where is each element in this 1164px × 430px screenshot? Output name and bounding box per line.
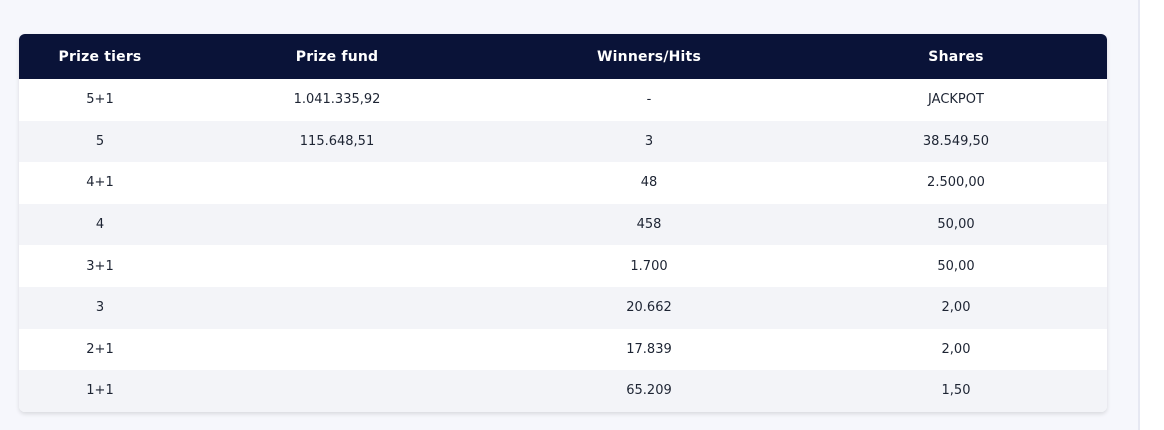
cell-winners: 20.662 [493,286,805,329]
table-row: 3+1 1.700 50,00 [19,245,1107,287]
table-row: 2+1 17.839 2,00 [19,328,1107,371]
table-header: Prize tiers Prize fund Winners/Hits Shar… [19,34,1107,79]
prize-breakdown-table: Prize tiers Prize fund Winners/Hits Shar… [19,34,1107,412]
cell-prize-tier: 4+1 [19,162,181,204]
table-row: 5 115.648,51 3 38.549,50 [19,120,1107,163]
cell-prize-fund [181,286,493,329]
table-row: 3 20.662 2,00 [19,286,1107,329]
cell-shares: 2.500,00 [805,162,1107,204]
cell-winners: 17.839 [493,328,805,371]
prize-breakdown-table-card: Prize tiers Prize fund Winners/Hits Shar… [19,34,1107,412]
cell-shares: 38.549,50 [805,120,1107,163]
cell-winners: - [493,79,805,121]
cell-prize-fund [181,162,493,204]
cell-shares: JACKPOT [805,79,1107,121]
cell-prize-tier: 3 [19,286,181,329]
table-row: 5+1 1.041.335,92 - JACKPOT [19,79,1107,121]
cell-prize-fund [181,203,493,246]
header-winners-hits: Winners/Hits [493,34,805,79]
cell-prize-tier: 5 [19,120,181,163]
cell-prize-fund [181,245,493,287]
cell-winners: 458 [493,203,805,246]
header-prize-tiers: Prize tiers [19,34,181,79]
cell-prize-tier: 5+1 [19,79,181,121]
table-row: 4+1 48 2.500,00 [19,162,1107,204]
cell-prize-tier: 1+1 [19,370,181,412]
table-row: 1+1 65.209 1,50 [19,370,1107,412]
cell-prize-tier: 4 [19,203,181,246]
cell-winners: 3 [493,120,805,163]
cell-prize-tier: 3+1 [19,245,181,287]
table-header-row: Prize tiers Prize fund Winners/Hits Shar… [19,34,1107,79]
cell-shares: 50,00 [805,245,1107,287]
cell-prize-fund: 1.041.335,92 [181,79,493,121]
header-prize-fund: Prize fund [181,34,493,79]
cell-prize-fund [181,328,493,371]
table-body: 5+1 1.041.335,92 - JACKPOT 5 115.648,51 … [19,79,1107,412]
cell-shares: 1,50 [805,370,1107,412]
cell-prize-fund [181,370,493,412]
cell-shares: 2,00 [805,328,1107,371]
cell-prize-tier: 2+1 [19,328,181,371]
cell-shares: 2,00 [805,286,1107,329]
cell-winners: 1.700 [493,245,805,287]
header-shares: Shares [805,34,1107,79]
cell-winners: 65.209 [493,370,805,412]
cell-shares: 50,00 [805,203,1107,246]
cell-prize-fund: 115.648,51 [181,120,493,163]
right-side-panel-edge [1138,0,1164,430]
table-row: 4 458 50,00 [19,203,1107,246]
cell-winners: 48 [493,162,805,204]
